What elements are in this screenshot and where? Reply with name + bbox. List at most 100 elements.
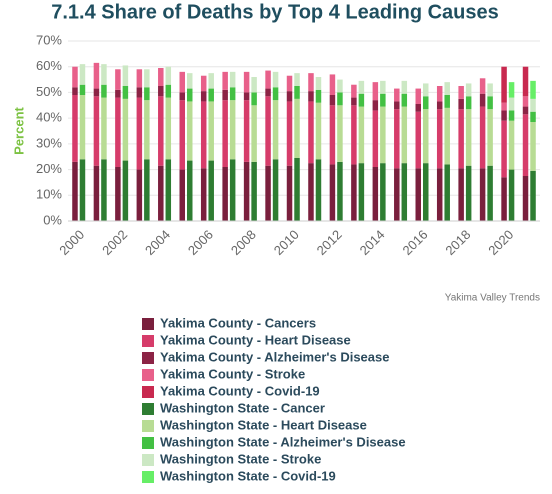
bar-segment	[122, 86, 129, 99]
bar-segment	[337, 161, 343, 221]
x-tick-label: 2004	[142, 227, 173, 258]
bar-segment	[501, 110, 507, 121]
credit: Yakima Valley Trends	[445, 293, 540, 304]
bar-segment	[158, 96, 164, 166]
bar-segment	[79, 64, 86, 85]
bar-segment	[229, 71, 236, 88]
bar-segment	[501, 177, 507, 221]
bar-segment	[115, 97, 121, 167]
bar-segment	[508, 97, 515, 111]
bar-segment	[423, 96, 429, 110]
bar-segment	[329, 74, 336, 95]
bar-segment	[358, 93, 365, 107]
bar-segment	[508, 120, 515, 170]
y-axis-label: Percent	[11, 106, 26, 154]
x-tick-label: 2006	[185, 227, 216, 258]
bar-segment	[351, 84, 357, 98]
x-tick-label: 2014	[357, 227, 388, 258]
legend-label: Yakima County - Cancers	[160, 315, 316, 330]
bar-segment	[329, 95, 336, 106]
bar-segment	[487, 83, 493, 97]
bar-segment	[436, 168, 443, 221]
bar-segment	[479, 168, 486, 221]
bar-segment	[329, 105, 336, 165]
legend-label: Yakima County - Stroke	[160, 366, 305, 381]
bar-segment	[158, 165, 164, 221]
bar-segment	[308, 163, 314, 221]
y-tick-label: 70%	[36, 32, 62, 47]
bar-segment	[144, 159, 150, 221]
bar-segment	[308, 101, 314, 164]
x-tick-label: 2016	[399, 227, 430, 258]
bar-segment	[229, 159, 236, 221]
bar-segment	[436, 86, 443, 102]
bar-segment	[530, 111, 536, 122]
bar-segment	[208, 101, 214, 161]
bar-segment	[251, 161, 257, 221]
bar-segment	[251, 105, 257, 162]
bar-segment	[501, 66, 507, 103]
bar-segment	[415, 88, 421, 104]
bar-segment	[136, 169, 143, 221]
bar-segment	[423, 109, 429, 164]
bar-segment	[423, 163, 429, 221]
bar-segment	[508, 82, 515, 98]
bar-segment	[351, 97, 357, 106]
bar-segment	[337, 79, 343, 93]
bar-segment	[79, 159, 86, 221]
bar-segment	[243, 92, 250, 101]
bar-segment	[415, 168, 421, 221]
bar-segment	[265, 88, 271, 97]
x-tick-label: 2012	[314, 227, 345, 258]
bar-segment	[122, 160, 129, 221]
y-tick-label: 0%	[43, 212, 62, 227]
bar-segment	[530, 80, 536, 99]
bar-segment	[136, 97, 143, 170]
bar-segment	[229, 87, 236, 101]
legend-label: Washington State - Heart Disease	[160, 417, 367, 432]
bar-segment	[380, 93, 386, 107]
bar-segment	[530, 122, 536, 171]
bar-segment	[208, 73, 214, 89]
bar-segment	[372, 82, 379, 101]
bar-segment	[136, 87, 143, 98]
bar-segment	[401, 106, 408, 164]
legend-label: Washington State - Stroke	[160, 451, 321, 466]
bar-segment	[144, 100, 150, 160]
bar-segment	[358, 106, 365, 164]
y-tick-label: 60%	[36, 58, 62, 73]
bar-segment	[208, 88, 214, 102]
bar-segment	[530, 98, 536, 112]
bar-segment	[101, 159, 107, 221]
bar-segment	[187, 101, 193, 161]
x-tick-label: 2010	[271, 227, 302, 258]
bar-segment	[144, 87, 150, 101]
bar-segment	[200, 75, 207, 92]
bar-segment	[72, 95, 78, 162]
bar-segment	[208, 160, 214, 221]
legend-label: Yakima County - Alzheimer's Disease	[160, 349, 389, 364]
bar-segment	[372, 100, 379, 111]
y-tick-label: 50%	[36, 84, 62, 99]
bar-segment	[458, 168, 464, 221]
bar-segment	[101, 84, 107, 98]
legend-label: Washington State - Alzheimer's Disease	[160, 434, 406, 449]
bar-segment	[380, 106, 386, 164]
bar-segment	[423, 83, 429, 97]
bar-segment	[265, 96, 271, 166]
bar-segment	[101, 97, 107, 160]
bar-segment	[165, 97, 172, 160]
bar-segment	[444, 107, 450, 165]
legend-swatch	[142, 318, 154, 330]
bar-segment	[294, 86, 300, 99]
bar-segment	[522, 176, 529, 221]
bar-segment	[487, 109, 493, 166]
bar-segment	[522, 66, 529, 97]
bar-segment	[294, 73, 300, 86]
bar-segment	[272, 71, 279, 88]
bar-segment	[465, 109, 472, 166]
bar-segment	[351, 105, 357, 165]
bar-segment	[272, 159, 279, 221]
bar-segment	[415, 104, 421, 112]
